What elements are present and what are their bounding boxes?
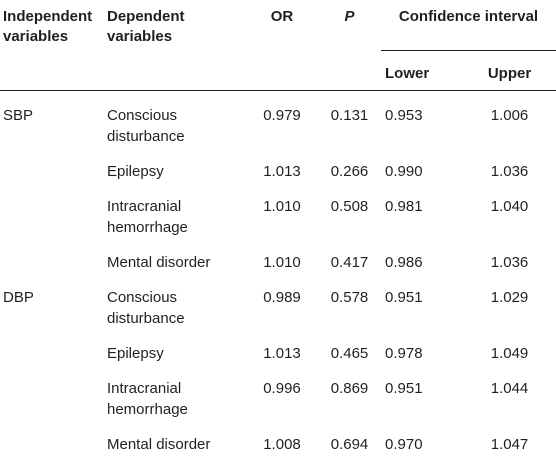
table-row: SBP Conscious disturbance 0.979 0.131 0.953 1.… — [0, 89, 556, 153]
or-cell: 0.979 — [246, 89, 318, 153]
dependent-variable-line: disturbance — [107, 127, 185, 145]
ci-lower-cell: 0.978 — [385, 344, 423, 362]
ci-lower-cell: 0.970 — [385, 435, 423, 453]
header-upper: Upper — [463, 49, 556, 90]
ci-lower-cell: 0.951 — [385, 288, 423, 306]
dependent-variable-line: Conscious — [107, 106, 178, 124]
p-cell: 0.694 — [330, 435, 369, 453]
header-p: P — [344, 8, 355, 25]
dependent-variable-line: Mental disorder — [107, 253, 211, 271]
dependent-variable-line: Conscious — [107, 288, 178, 306]
ci-upper-cell: 1.029 — [490, 288, 529, 306]
or-cell: 1.010 — [263, 253, 301, 271]
dependent-variable-line: Intracranial — [107, 379, 182, 397]
or-cell: 1.008 — [263, 435, 301, 453]
p-cell: 0.508 — [330, 197, 369, 215]
dependent-variable-cell: Epilepsy — [103, 153, 246, 188]
dependent-variable-line: Epilepsy — [107, 162, 164, 180]
p-cell: 0.465 — [330, 344, 369, 362]
ci-lower-cell: 0.981 — [385, 197, 423, 215]
ci-upper-cell: 1.044 — [490, 379, 529, 397]
or-cell: 0.996 — [263, 379, 301, 397]
dependent-variable-line: disturbance — [107, 309, 185, 327]
table-row: Mental disorder 1.010 0.417 0.986 1.036 — [0, 244, 556, 279]
header-confidence-interval: Confidence interval — [398, 8, 539, 25]
header-independent-variables: Independent variables — [3, 8, 93, 45]
dependent-variable-line: Intracranial — [107, 197, 182, 215]
or-cell: 1.013 — [263, 344, 301, 362]
independent-variable-cell: SBP — [0, 89, 103, 153]
dependent-variable-line: hemorrhage — [107, 218, 188, 236]
p-cell: 0.417 — [330, 253, 369, 271]
p-cell: 0.578 — [330, 288, 369, 306]
independent-variable-cell — [0, 370, 103, 426]
independent-variable-cell — [0, 188, 103, 244]
table-row: Epilepsy 1.013 0.266 0.990 1.036 — [0, 153, 556, 188]
dependent-variable-cell: Conscious disturbance — [103, 279, 246, 335]
independent-variable-cell — [0, 153, 103, 188]
p-cell: 0.266 — [330, 162, 369, 180]
dependent-variable-cell: Epilepsy — [103, 335, 246, 370]
or-cell: 0.989 — [263, 288, 301, 306]
or-cell: 1.010 — [263, 197, 301, 215]
ci-upper-cell: 1.006 — [463, 89, 556, 153]
dependent-variable-line: Mental disorder — [107, 435, 211, 453]
ci-upper-cell: 1.049 — [490, 344, 529, 362]
dependent-variable-cell: Mental disorder — [103, 426, 246, 461]
independent-variable-cell — [0, 426, 103, 461]
header-lower: Lower — [381, 49, 463, 90]
table-row: DBP Conscious disturbance 0.989 0.578 0.951 1.… — [0, 279, 556, 335]
p-cell: 0.869 — [330, 379, 369, 397]
dependent-variable-cell: Intracranial hemorrhage — [103, 370, 246, 426]
ci-lower-cell: 0.953 — [381, 89, 463, 153]
table-row: Mental disorder 1.008 0.694 0.970 1.047 — [0, 426, 556, 461]
ci-upper-cell: 1.047 — [490, 435, 529, 453]
table-row: Epilepsy 1.013 0.465 0.978 1.049 — [0, 335, 556, 370]
dependent-variable-line: Epilepsy — [107, 344, 164, 362]
dependent-variable-cell: Conscious disturbance — [103, 89, 246, 153]
or-cell: 1.013 — [263, 162, 301, 180]
ci-upper-cell: 1.036 — [490, 253, 529, 271]
dependent-variable-cell: Intracranial hemorrhage — [103, 188, 246, 244]
ci-lower-cell: 0.951 — [385, 379, 423, 397]
table-row: Intracranial hemorrhage 0.996 0.869 0.951 1.0… — [0, 370, 556, 426]
independent-variable-cell — [0, 244, 103, 279]
ci-lower-cell: 0.990 — [385, 162, 423, 180]
independent-variable-cell — [0, 335, 103, 370]
header-dependent-variables: Dependent variables — [107, 8, 185, 45]
header-or: OR — [270, 8, 294, 25]
ci-upper-cell: 1.036 — [490, 162, 529, 180]
ci-upper-cell: 1.040 — [490, 197, 529, 215]
p-cell: 0.131 — [318, 89, 381, 153]
dependent-variable-cell: Mental disorder — [103, 244, 246, 279]
ci-lower-cell: 0.986 — [385, 253, 423, 271]
table-row: Intracranial hemorrhage 1.010 0.508 0.981 1.0… — [0, 188, 556, 244]
independent-variable-cell: DBP — [3, 288, 34, 306]
